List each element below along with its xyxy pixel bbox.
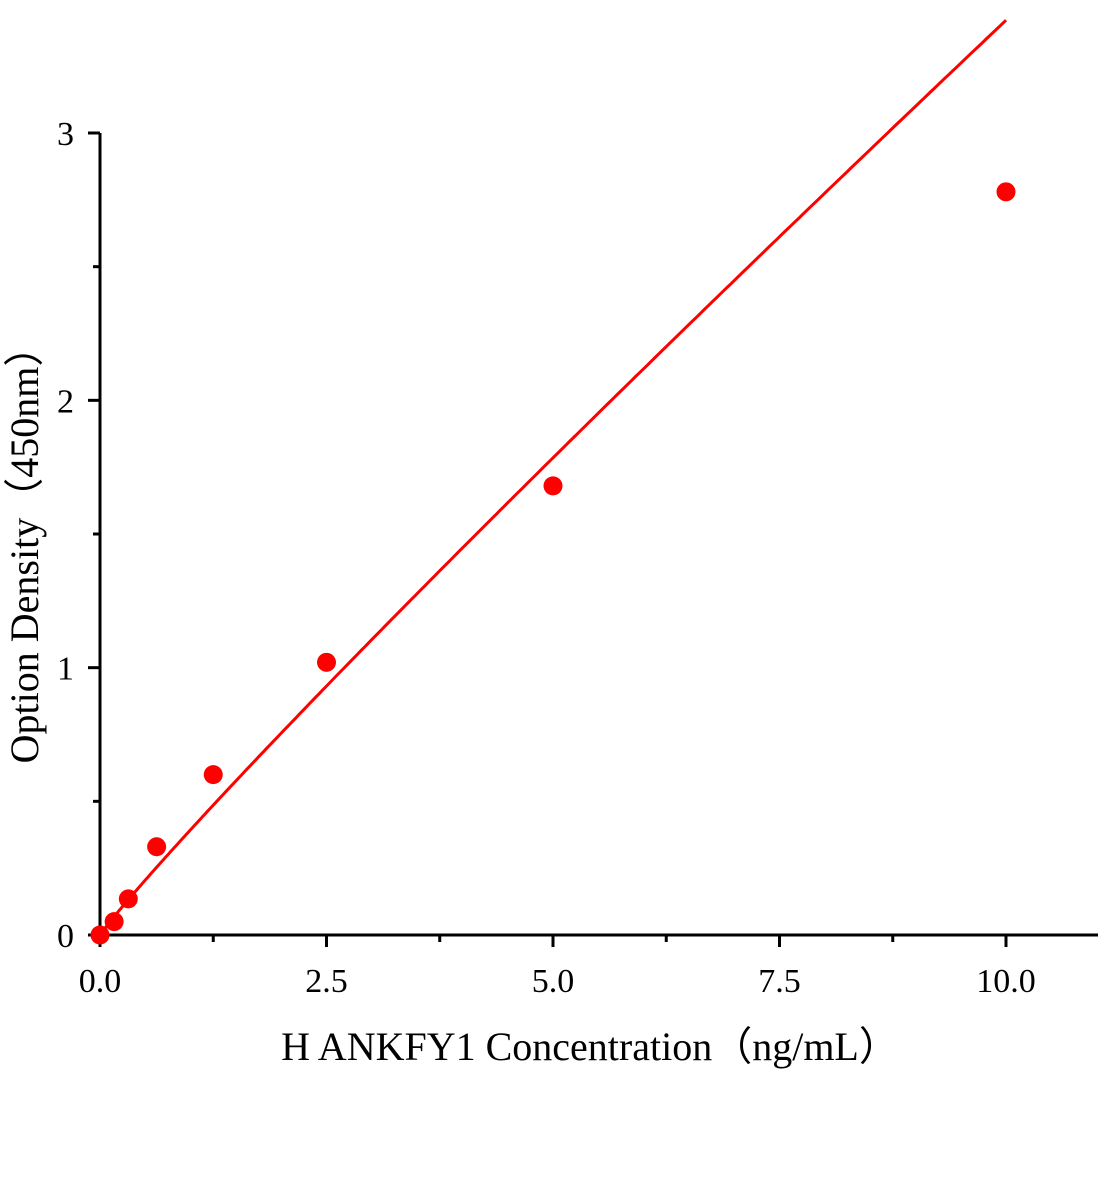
data-points	[90, 182, 1016, 945]
x-tick-label: 0.0	[79, 963, 122, 1000]
data-point	[118, 889, 138, 909]
tick-labels: 0.0 2.5 5.0 7.5 10.0 0 1 2 3	[57, 116, 1036, 1000]
data-point	[996, 182, 1016, 202]
x-tick-label: 2.5	[305, 963, 348, 1000]
data-point	[203, 765, 223, 785]
data-point	[543, 476, 563, 496]
data-point	[317, 652, 336, 672]
x-tick-label: 5.0	[532, 963, 575, 1000]
axes	[88, 131, 1098, 947]
fit-curve	[98, 19, 1008, 936]
y-axis-label: Option Density（450nm）	[2, 327, 47, 764]
data-point	[104, 912, 124, 932]
x-axis-label: H ANKFY1 Concentration（ng/mL）	[281, 1024, 899, 1069]
x-tick-label: 7.5	[758, 963, 801, 1000]
data-point	[147, 837, 167, 857]
x-tick-label: 10.0	[976, 963, 1036, 1000]
y-tick-label: 3	[57, 116, 74, 153]
data-point	[90, 925, 110, 945]
y-tick-label: 0	[57, 918, 74, 955]
y-tick-label: 1	[57, 651, 74, 688]
y-tick-label: 2	[57, 383, 74, 420]
